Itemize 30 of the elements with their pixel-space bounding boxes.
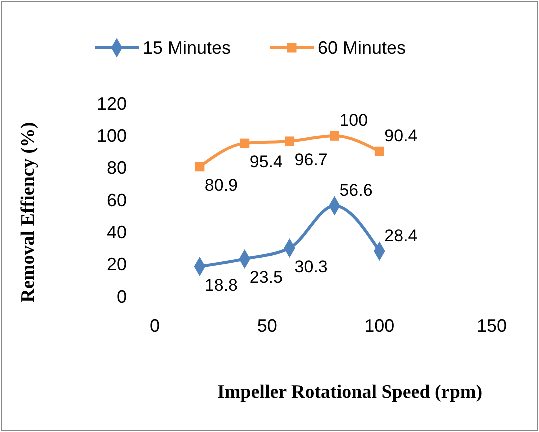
data-label: 90.4: [384, 126, 418, 146]
data-label: 18.8: [204, 276, 238, 295]
point: [285, 136, 295, 146]
data-label: 56.6: [340, 180, 373, 200]
y-tick-label: 120: [96, 94, 127, 114]
y-axis-title: Removal Effiency (%): [18, 122, 39, 303]
data-label: 96.7: [294, 150, 328, 170]
data-label: 30.3: [294, 257, 328, 276]
y-tick-label: 0: [116, 286, 127, 307]
point: [374, 146, 384, 156]
point: [240, 138, 250, 148]
data-label: 28.4: [384, 226, 418, 246]
y-tick-label: 60: [106, 190, 127, 210]
data-label: 100: [340, 111, 368, 130]
x-tick-label: 50: [257, 316, 278, 336]
x-tick-label: 150: [476, 316, 508, 336]
y-tick-label: 100: [96, 126, 127, 146]
x-tick-label: 100: [364, 316, 395, 336]
point: [195, 162, 205, 172]
legend-label: 60 Minutes: [318, 38, 406, 58]
data-label: 23.5: [250, 268, 283, 288]
point: [330, 131, 340, 141]
data-label: 80.9: [204, 176, 238, 195]
y-tick-label: 20: [106, 254, 127, 275]
x-axis-title: Impeller Rotational Speed (rpm): [217, 382, 483, 403]
legend-label: 15 Minutes: [143, 38, 232, 58]
y-tick-label: 40: [106, 222, 127, 242]
data-label: 95.4: [250, 152, 283, 172]
x-tick-label: 0: [150, 316, 160, 336]
y-tick-label: 80: [106, 158, 127, 178]
